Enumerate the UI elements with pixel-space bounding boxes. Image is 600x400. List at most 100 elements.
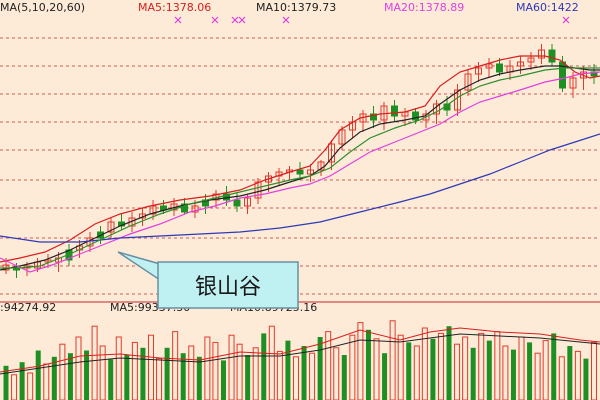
volume-bar [341,355,347,400]
volume-bar [510,349,516,400]
volume-bar [75,336,82,400]
volume-bar [470,347,476,400]
volume-bar [389,320,396,400]
candle-body [391,105,398,117]
ma60-label: MA60:1422 [516,1,579,14]
volume-bar [115,336,122,400]
volume-bar [309,352,316,400]
candle-body [580,71,587,79]
ma-line-ma20 [0,71,600,273]
ma-set-label: MA(5,10,20,60) [0,1,85,14]
volume-bar [3,365,9,400]
candle [517,56,524,74]
volume-bar [486,340,492,400]
volume-bar [245,355,251,400]
candle-body [328,143,335,163]
volume-bar [462,336,469,400]
volume-bar [91,325,98,400]
candle [233,192,241,212]
candle [538,44,545,64]
ma-line-extra_ma [0,67,600,269]
volume-bar [430,338,436,400]
volume-bar [220,360,226,400]
volume-bar [502,345,509,400]
candle-body [517,61,524,67]
candlestick-series [2,44,598,278]
candle [485,58,493,78]
volume-bar [236,343,243,400]
candle-body [233,199,241,207]
signal-marker [562,16,570,24]
candle-body [527,57,535,63]
volume-bar [268,325,275,400]
volume-bar [478,332,485,400]
candle-body [538,49,545,59]
candle [118,214,125,230]
candle-body [475,67,482,75]
volume-bar [527,342,533,400]
volume-bar [51,356,57,400]
volume-bar [108,359,114,400]
candle-body [548,49,556,63]
ma-line-ma60 [0,133,600,243]
candle-body [254,181,262,199]
volume-bar [534,352,541,400]
candle-body [569,77,577,89]
volume-bar [156,358,163,400]
volume-bar [421,327,428,400]
candle [401,108,409,126]
volume-bar [551,333,557,400]
candle-body [244,197,251,207]
ma5-label: MA5:1378.06 [138,1,211,14]
callout-box [157,261,299,309]
volume-bar [292,356,299,400]
signal-marker [211,16,219,24]
volume-bar [382,353,388,400]
candle-body [107,221,115,233]
volume-bar [413,345,420,400]
signal-marker [174,16,182,24]
marker-stroke-b [562,16,570,24]
volume-bar [333,347,340,400]
volume-bar [59,343,66,400]
volume-bar [27,372,34,400]
candle [328,140,335,170]
signal-marker [231,16,239,24]
candle-body [338,129,346,145]
marker-stroke-b [174,16,182,24]
ma-header: MA(5,10,20,60) MA5:1378.06 MA10:1379.73 … [0,1,579,14]
signal-markers [174,16,570,24]
volume-bar [212,341,219,400]
candle [307,164,314,182]
volume-bar [261,333,267,400]
volume-bar [164,347,170,400]
volume-bar [406,342,412,400]
candle-body [265,175,272,183]
silver-valley-callout: 银山谷 [117,251,299,309]
marker-stroke-b [282,16,290,24]
volume-bar [172,331,179,400]
volume-bar [147,334,154,400]
candle [422,110,430,128]
volume-bar [558,356,565,400]
volume-bar [228,334,235,400]
volume-bar [196,356,202,400]
candle-body [181,203,188,213]
volume-bar [131,341,138,400]
marker-stroke-b [231,16,239,24]
volume-bar [373,338,380,400]
volume-bar [325,331,332,400]
volume-bar [437,332,444,400]
callout-pointer [117,251,161,282]
signal-marker [238,16,246,24]
candle-body [307,169,314,175]
candle [370,106,377,128]
volume-bar [276,350,283,400]
volume-bar [43,363,50,400]
candle-body [191,205,199,213]
candle [580,66,587,90]
volume-bar [357,322,364,400]
volume-value-label: :94274.92 [0,301,56,314]
volume-bar [285,340,291,400]
